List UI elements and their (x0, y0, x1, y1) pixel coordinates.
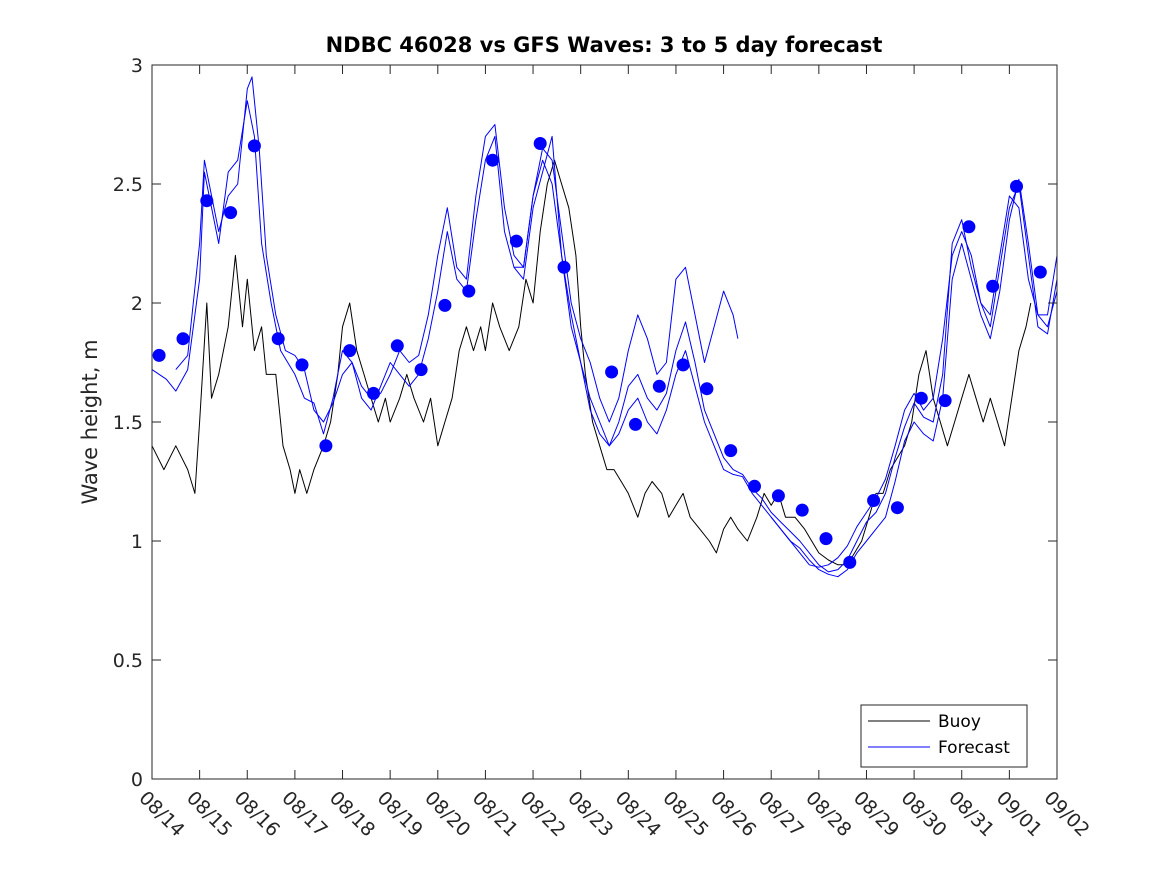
forecast-marker-9 (367, 386, 380, 400)
series-forecast-line-1 (151, 100, 1058, 568)
x-tick-label-19: 09/02 (1039, 787, 1093, 841)
x-tick-label-9: 08/23 (563, 787, 617, 841)
series-forecast-line-4 (770, 178, 1058, 578)
y-tick-label-3: 1.5 (113, 412, 143, 434)
forecast-marker-4 (247, 139, 261, 153)
legend-forecast-label: Forecast (938, 738, 1010, 758)
x-tick-label-13: 08/27 (754, 787, 808, 841)
x-tick-label-16: 08/30 (897, 787, 951, 841)
forecast-marker-13 (462, 284, 476, 298)
forecast-marker-27 (819, 532, 833, 546)
x-tick-label-2: 08/16 (230, 787, 284, 841)
forecast-marker-1 (176, 332, 190, 346)
legend: Buoy Forecast (860, 704, 1028, 768)
x-tick-label-3: 08/17 (277, 787, 331, 841)
marker-layer (152, 137, 1047, 569)
forecast-marker-28 (843, 555, 857, 569)
forecast-marker-16 (533, 137, 547, 150)
forecast-marker-19 (629, 417, 642, 431)
forecast-marker-30 (890, 501, 904, 515)
axes-box (151, 64, 1058, 780)
x-tick-label-0: 08/14 (134, 787, 188, 841)
forecast-marker-8 (343, 344, 357, 358)
forecast-marker-3 (224, 206, 238, 220)
x-tick-label-10: 08/24 (611, 787, 665, 841)
forecast-marker-6 (295, 358, 309, 372)
y-tick-label-2: 1 (131, 531, 143, 553)
x-tick-label-4: 08/18 (325, 787, 379, 841)
x-tick-label-17: 08/31 (944, 787, 998, 841)
y-tick-label-0: 0 (131, 769, 143, 791)
forecast-marker-2 (200, 194, 214, 208)
series-buoy-line (151, 159, 1032, 566)
y-tick-label-1: 0.5 (113, 650, 143, 672)
legend-box (860, 704, 1028, 768)
series-forecast-line-2 (175, 76, 739, 423)
forecast-marker-32 (938, 394, 952, 408)
forecast-marker-12 (438, 298, 452, 312)
y-tick-label-5: 2.5 (113, 174, 143, 196)
forecast-marker-14 (486, 153, 500, 167)
forecast-marker-23 (724, 444, 738, 458)
forecast-marker-17 (557, 260, 571, 274)
series-layer (151, 76, 1058, 578)
forecast-marker-33 (962, 220, 976, 234)
forecast-marker-29 (867, 494, 881, 507)
forecast-marker-21 (676, 358, 690, 372)
forecast-marker-26 (795, 503, 809, 517)
forecast-marker-31 (914, 391, 928, 405)
forecast-marker-18 (605, 365, 619, 379)
x-tick-label-14: 08/28 (801, 787, 855, 841)
x-tick-label-5: 08/19 (373, 787, 427, 841)
forecast-marker-22 (700, 382, 714, 396)
forecast-marker-5 (271, 332, 285, 346)
forecast-marker-34 (986, 279, 1000, 293)
x-tick-label-6: 08/20 (420, 787, 474, 841)
x-tick-label-15: 08/29 (849, 787, 903, 841)
x-tick-label-18: 09/01 (992, 787, 1046, 841)
forecast-marker-36 (1033, 265, 1047, 279)
forecast-marker-0 (152, 348, 166, 362)
y-tick-label-6: 3 (131, 55, 143, 77)
x-tick-label-8: 08/22 (516, 787, 570, 841)
x-tick-label-7: 08/21 (468, 787, 522, 841)
y-tick-label-4: 2 (131, 293, 143, 315)
x-tick-label-12: 08/26 (706, 787, 760, 841)
forecast-marker-7 (319, 439, 333, 453)
forecast-marker-10 (390, 339, 404, 353)
forecast-marker-15 (509, 234, 523, 248)
chart-title: NDBC 46028 vs GFS Waves: 3 to 5 day fore… (326, 33, 883, 57)
x-tick-label-11: 08/25 (658, 787, 712, 841)
y-axis-label: Wave height, m (78, 339, 102, 504)
forecast-marker-11 (414, 363, 428, 377)
series-forecast-line-3 (514, 159, 1058, 573)
forecast-marker-20 (652, 379, 666, 393)
forecast-marker-25 (771, 489, 785, 503)
forecast-marker-35 (1010, 179, 1023, 193)
forecast-marker-24 (748, 479, 761, 493)
x-tick-label-1: 08/15 (182, 787, 236, 841)
legend-buoy-label: Buoy (938, 712, 981, 732)
